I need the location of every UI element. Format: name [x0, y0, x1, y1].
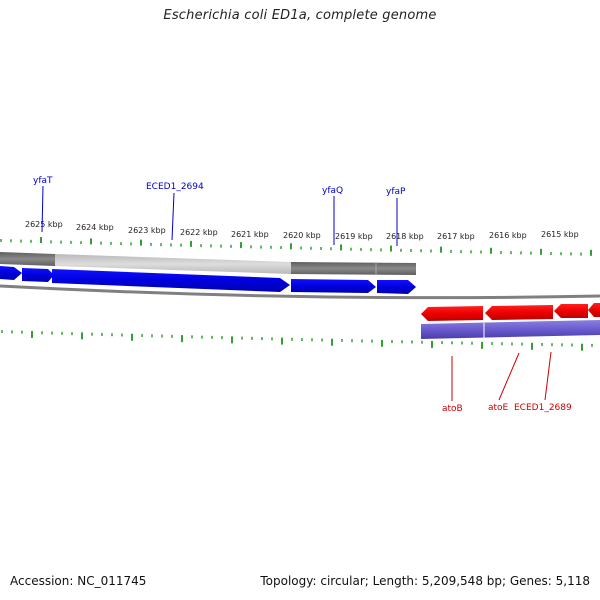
tick-label: 2620 kbp	[283, 231, 321, 240]
gene-label-atoe: atoE	[488, 403, 509, 413]
gene-label-yfap: yfaP	[386, 187, 406, 197]
gene-label-yfaq: yfaQ	[322, 186, 343, 196]
grey-band-left	[0, 252, 55, 266]
gene-leader-line	[498, 352, 520, 401]
reverse-gene-arrow	[554, 304, 588, 318]
tick-label: 2619 kbp	[335, 232, 373, 241]
accession-text: Accession: NC_011745	[10, 574, 147, 588]
gene-label-yfaT: yfaT	[33, 176, 53, 186]
tick-label: 2624 kbp	[76, 223, 114, 232]
gene-leader-line	[171, 192, 175, 241]
lower-tick-marks	[1, 330, 593, 351]
genome-stats-text: Topology: circular; Length: 5,209,548 bp…	[260, 574, 590, 588]
gene-label-atob: atoB	[442, 404, 463, 414]
gene-leader-line	[544, 351, 552, 401]
tick-label: 2615 kbp	[541, 230, 579, 239]
tick-label: 2625 kbp	[25, 220, 63, 229]
gene-label-eced1-2689: ECED1_2689	[514, 403, 572, 413]
tick-label: 2621 kbp	[231, 230, 269, 239]
reverse-gene-arrow	[421, 306, 483, 321]
forward-gene-labels: yfaT ECED1_2694 yfaQ yfaP	[33, 176, 406, 246]
map-title: Escherichia coli ED1a, complete genome	[163, 8, 437, 23]
gene-label-eced1-2694: ECED1_2694	[146, 182, 204, 192]
tick-label: 2617 kbp	[437, 232, 475, 241]
forward-gene-arrow	[22, 268, 54, 282]
tick-label: 2616 kbp	[489, 231, 527, 240]
reverse-gene-labels: atoB atoE ECED1_2689	[442, 351, 572, 414]
forward-gene-arrow	[52, 269, 290, 292]
forward-gene-arrow	[291, 279, 376, 293]
tick-label: 2618 kbp	[386, 232, 424, 241]
reverse-gene-arrow	[485, 305, 553, 320]
inner-backbone-arc	[0, 284, 600, 300]
forward-gene-arrow	[377, 280, 416, 294]
tick-label: 2622 kbp	[180, 228, 218, 237]
reverse-gene-arrow	[588, 303, 600, 317]
grey-band-right	[291, 262, 416, 275]
grey-band-light	[55, 254, 291, 274]
upper-tick-marks	[0, 237, 592, 256]
tick-labels: 2625 kbp 2624 kbp 2623 kbp 2622 kbp 2621…	[25, 220, 579, 241]
purple-band	[421, 320, 600, 339]
tick-label: 2623 kbp	[128, 226, 166, 235]
forward-gene-arrow	[0, 266, 22, 280]
gene-leader-line	[41, 185, 44, 233]
